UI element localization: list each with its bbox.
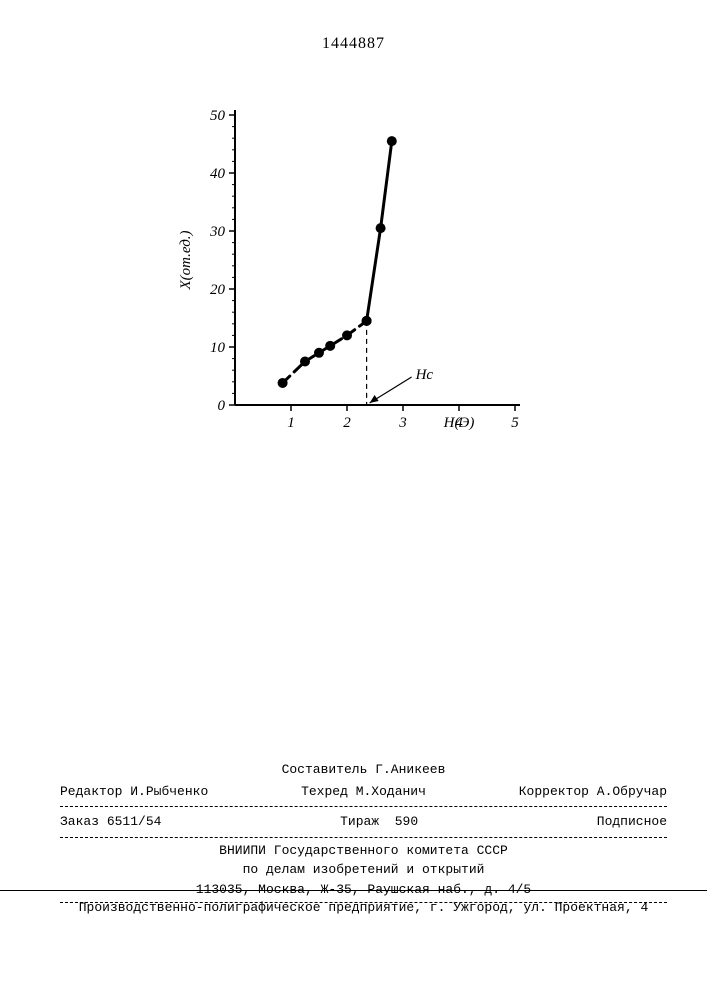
- techred: Техред М.Ходанич: [301, 782, 426, 802]
- svg-text:0: 0: [218, 398, 226, 414]
- chart: 0102030405012345X(от.ед.)H(Э)Hc: [175, 105, 535, 445]
- org-line-1: ВНИИПИ Государственного комитета СССР: [60, 841, 667, 861]
- org-line-2: по делам изобретений и открытий: [60, 860, 667, 880]
- compiler-line: Составитель Г.Аникеев: [60, 760, 667, 780]
- svg-text:30: 30: [209, 224, 226, 240]
- svg-text:50: 50: [210, 108, 226, 124]
- svg-text:X(от.ед.): X(от.ед.): [178, 230, 194, 290]
- corrector: Корректор А.Обручар: [519, 782, 667, 802]
- svg-text:5: 5: [511, 415, 519, 431]
- order-row: Заказ 6511/54 Тираж 590 Подписное: [60, 810, 667, 834]
- footer-block: Составитель Г.Аникеев Редактор И.Рыбченк…: [60, 760, 667, 906]
- svg-text:2: 2: [343, 415, 351, 431]
- compiler-label: Составитель: [282, 762, 368, 777]
- order: Заказ 6511/54: [60, 812, 161, 832]
- svg-text:1: 1: [287, 415, 295, 431]
- subscription: Подписное: [597, 812, 667, 832]
- compiler-name: Г.Аникеев: [375, 762, 445, 777]
- svg-text:20: 20: [210, 282, 226, 298]
- divider-1: [60, 806, 667, 807]
- svg-text:10: 10: [210, 340, 226, 356]
- svg-text:Hc: Hc: [415, 367, 434, 383]
- editor: Редактор И.Рыбченко: [60, 782, 208, 802]
- svg-text:3: 3: [398, 415, 407, 431]
- page-number: 1444887: [322, 35, 385, 53]
- credits-row: Редактор И.Рыбченко Техред М.Ходанич Кор…: [60, 780, 667, 804]
- page-divider: [0, 890, 707, 891]
- svg-text:H(Э): H(Э): [443, 415, 475, 431]
- circulation: Тираж 590: [340, 812, 418, 832]
- svg-text:40: 40: [210, 166, 226, 182]
- divider-2: [60, 837, 667, 838]
- bottom-line: Производственно-полиграфическое предприя…: [60, 900, 667, 915]
